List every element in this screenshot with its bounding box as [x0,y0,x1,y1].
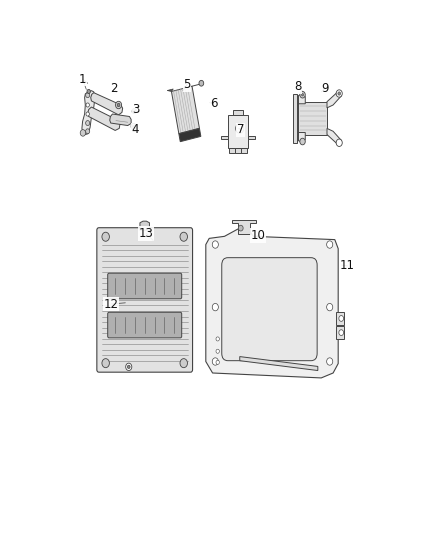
Text: 1: 1 [79,72,86,86]
Circle shape [131,124,136,129]
Polygon shape [171,86,199,134]
Polygon shape [235,148,241,153]
Circle shape [212,358,219,365]
Polygon shape [110,114,131,126]
Polygon shape [248,136,255,139]
Text: 10: 10 [250,229,265,242]
Circle shape [216,360,219,365]
Polygon shape [232,220,256,235]
Text: 7: 7 [237,123,244,136]
Polygon shape [140,221,149,230]
Circle shape [300,138,305,145]
Circle shape [327,303,333,311]
Polygon shape [298,133,305,143]
Text: 3: 3 [133,103,140,116]
Circle shape [180,232,187,241]
Polygon shape [327,128,342,145]
Text: 9: 9 [321,82,328,95]
Circle shape [102,232,110,241]
Circle shape [336,139,342,147]
Circle shape [86,93,90,98]
Circle shape [338,92,341,95]
Circle shape [327,241,333,248]
Polygon shape [167,89,173,92]
Circle shape [86,129,90,134]
Circle shape [236,124,244,133]
Circle shape [327,358,333,365]
Circle shape [238,225,243,231]
Text: 6: 6 [210,97,217,110]
FancyBboxPatch shape [97,228,193,372]
Circle shape [127,365,130,368]
Polygon shape [88,107,120,131]
Polygon shape [336,312,344,325]
Polygon shape [240,357,318,370]
Circle shape [87,90,90,93]
Circle shape [102,359,110,368]
Circle shape [300,92,305,98]
Circle shape [132,109,136,114]
Text: 8: 8 [294,80,301,93]
Circle shape [86,120,90,126]
Polygon shape [229,148,235,153]
Polygon shape [336,326,344,339]
Polygon shape [293,93,297,143]
Polygon shape [228,115,248,148]
Circle shape [336,90,342,97]
Circle shape [86,112,89,116]
Polygon shape [298,102,327,134]
Text: 4: 4 [132,123,139,136]
Polygon shape [206,229,338,378]
Polygon shape [241,148,247,153]
Circle shape [80,130,86,136]
Circle shape [199,80,204,86]
Text: 2: 2 [110,82,118,95]
Circle shape [212,241,219,248]
Circle shape [180,359,187,368]
FancyBboxPatch shape [108,312,182,338]
Circle shape [216,349,219,353]
Polygon shape [179,128,201,142]
FancyBboxPatch shape [108,273,182,299]
Circle shape [116,101,122,109]
Polygon shape [221,136,228,139]
Circle shape [132,125,134,127]
Circle shape [339,330,344,335]
Circle shape [212,303,219,311]
Polygon shape [233,110,243,115]
Circle shape [216,337,219,341]
Text: 5: 5 [184,78,191,91]
Polygon shape [327,92,342,108]
Circle shape [117,103,120,107]
Circle shape [339,316,344,321]
Text: 13: 13 [139,227,154,240]
FancyBboxPatch shape [222,257,317,361]
Polygon shape [91,93,123,115]
Circle shape [301,93,304,96]
Text: 11: 11 [340,260,355,272]
Polygon shape [82,91,95,134]
Text: 12: 12 [103,297,118,311]
Polygon shape [298,93,305,104]
Circle shape [86,103,89,107]
Circle shape [126,363,132,370]
